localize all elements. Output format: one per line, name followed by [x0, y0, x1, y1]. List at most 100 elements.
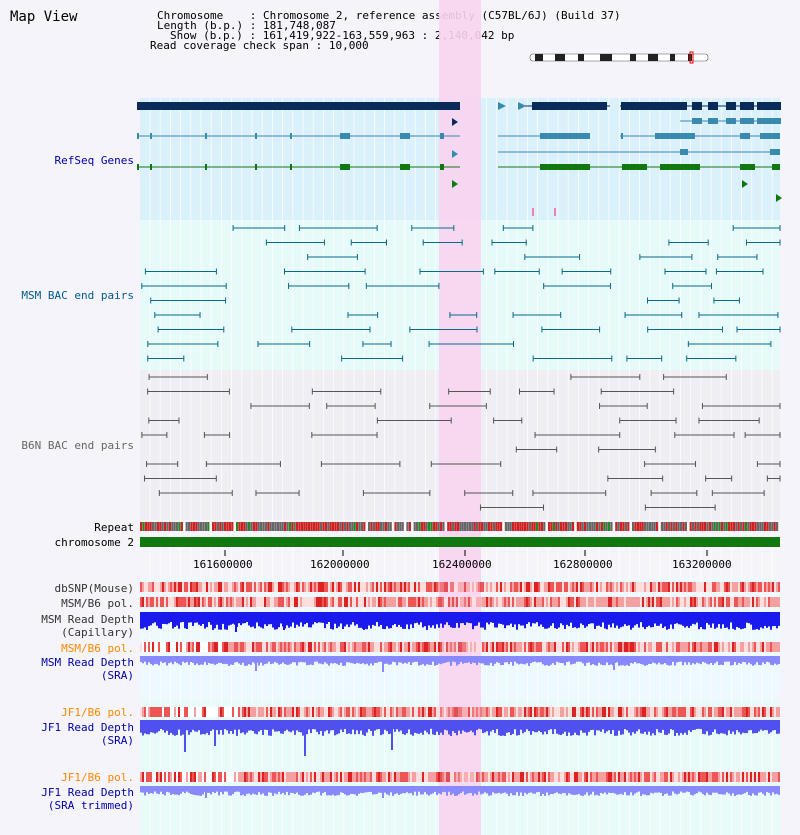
polymorphism-mark [414, 597, 416, 607]
read-depth-spike [214, 720, 216, 746]
read-depth-bar [638, 656, 640, 664]
polymorphism-mark [214, 582, 216, 592]
polymorphism-mark [306, 642, 308, 652]
read-depth-bar [188, 656, 190, 665]
repeat-mark [764, 522, 767, 531]
read-depth-bar [548, 656, 550, 666]
polymorphism-mark [454, 582, 456, 592]
repeat-mark [149, 522, 152, 531]
polymorphism-mark [426, 707, 428, 717]
polymorphism-mark [642, 597, 644, 607]
polymorphism-mark [630, 597, 632, 607]
polymorphism-mark [350, 582, 352, 592]
read-depth-bar [566, 786, 568, 796]
polymorphism-mark [516, 707, 518, 717]
polymorphism-mark [190, 707, 192, 717]
read-depth-bar [576, 786, 578, 795]
read-depth-bar [532, 720, 534, 732]
read-depth-bar [754, 720, 756, 734]
polymorphism-mark [726, 597, 728, 607]
repeat-mark [370, 522, 373, 531]
polymorphism-mark [696, 642, 698, 652]
read-depth-bar [598, 786, 600, 796]
read-depth-bar [528, 786, 530, 793]
read-depth-bar [142, 656, 144, 664]
read-depth-bar [352, 720, 354, 730]
polymorphism-mark [762, 707, 764, 717]
polymorphism-mark [270, 642, 272, 652]
read-depth-bar [708, 612, 710, 625]
repeat-mark [392, 522, 395, 531]
polymorphism-mark [752, 707, 754, 717]
polymorphism-mark [400, 597, 402, 607]
polymorphism-mark [392, 582, 394, 592]
read-depth-bar [770, 612, 772, 630]
read-depth-bar [260, 656, 262, 663]
read-depth-bar [140, 612, 142, 629]
read-depth-bar [314, 612, 316, 623]
polymorphism-mark [542, 707, 544, 717]
repeat-mark [732, 522, 735, 531]
read-depth-bar [206, 656, 208, 665]
repeat-mark [471, 522, 474, 531]
read-depth-bar [692, 656, 694, 664]
polymorphism-mark [458, 597, 460, 607]
polymorphism-mark [728, 707, 730, 717]
polymorphism-mark [312, 707, 314, 717]
polymorphism-mark [156, 772, 158, 782]
read-depth-bar [710, 656, 712, 663]
read-depth-bar [410, 612, 412, 625]
read-depth-bar [326, 612, 328, 624]
read-depth-bar [256, 786, 258, 795]
read-depth-bar [348, 786, 350, 796]
polymorphism-mark [498, 772, 500, 782]
repeat-mark [658, 522, 661, 531]
read-depth-bar [254, 720, 256, 734]
polymorphism-mark [496, 707, 498, 717]
polymorphism-mark [558, 642, 560, 652]
polymorphism-mark [666, 642, 668, 652]
polymorphism-mark [576, 582, 578, 592]
gene-exon [740, 118, 754, 124]
read-depth-bar [748, 612, 750, 624]
dbsnp-label: dbSNP(Mouse) [54, 582, 134, 595]
repeat-mark [672, 522, 675, 531]
polymorphism-mark [452, 597, 454, 607]
polymorphism-mark [378, 642, 380, 652]
read-depth-bar [612, 612, 614, 624]
polymorphism-mark [162, 582, 164, 592]
polymorphism-mark [186, 597, 188, 607]
read-depth-bar [652, 786, 654, 794]
polymorphism-mark [160, 772, 162, 782]
read-depth-bar [200, 612, 202, 626]
polymorphism-mark [188, 582, 190, 592]
polymorphism-mark [648, 772, 650, 782]
read-depth-bar [368, 656, 370, 666]
polymorphism-mark [308, 642, 310, 652]
polymorphism-mark [526, 642, 528, 652]
polymorphism-mark [478, 582, 480, 592]
polymorphism-mark [294, 772, 296, 782]
repeat-mark [262, 522, 265, 531]
polymorphism-mark [506, 707, 508, 717]
polymorphism-mark [198, 772, 200, 782]
polymorphism-mark [442, 707, 444, 717]
read-depth-bar [662, 786, 664, 796]
gene-exon [660, 164, 700, 170]
polymorphism-mark [678, 582, 680, 592]
polymorphism-mark [228, 707, 230, 717]
polymorphism-mark [488, 582, 490, 592]
read-depth-bar [660, 720, 662, 733]
repeat-mark [204, 522, 207, 531]
read-depth-bar [384, 720, 386, 730]
read-depth-bar [640, 612, 642, 623]
length-info: Length (b.p.) : 181,748,087 [157, 19, 336, 32]
polymorphism-mark [250, 642, 252, 652]
repeat-mark [768, 522, 771, 531]
read-depth-bar [350, 612, 352, 625]
read-depth-bar [460, 656, 462, 662]
read-depth-bar [750, 720, 752, 730]
read-depth-bar [208, 612, 210, 623]
repeat-mark [404, 522, 407, 531]
